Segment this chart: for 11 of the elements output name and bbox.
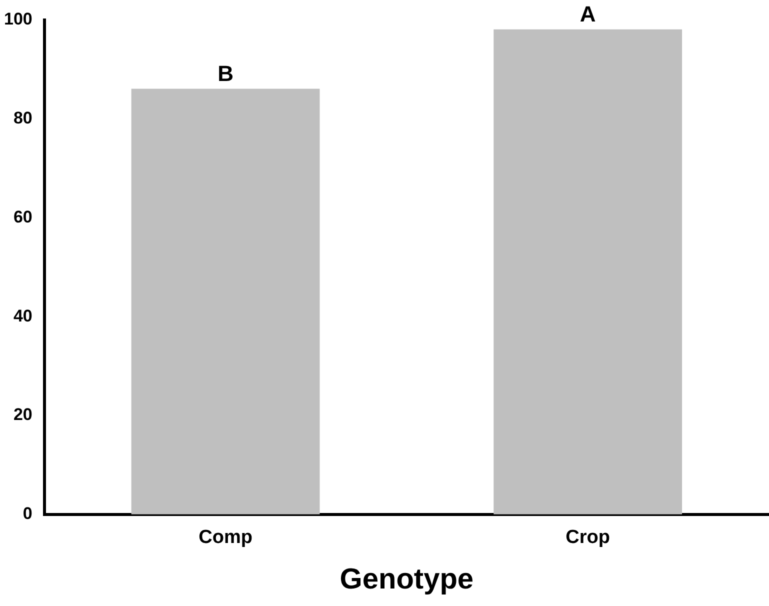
- y-tick-label: 40: [13, 306, 32, 326]
- x-axis-title: Genotype: [340, 564, 474, 596]
- y-tick-label: 60: [13, 207, 32, 226]
- y-tick-label: 100: [4, 10, 32, 29]
- x-tick-label: Crop: [566, 527, 610, 548]
- y-tick-label: 80: [13, 108, 32, 128]
- annotation: A: [580, 1, 596, 26]
- y-tick-label: 0: [22, 504, 32, 524]
- y-tick-label: 20: [13, 405, 32, 424]
- annotation: B: [218, 60, 234, 86]
- x-tick-label: Comp: [198, 527, 252, 548]
